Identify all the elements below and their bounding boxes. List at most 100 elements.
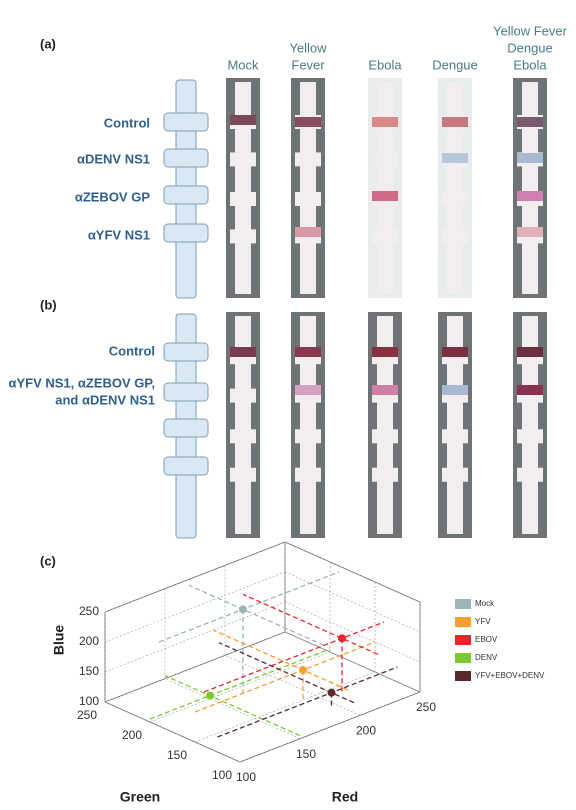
row-label: Control [104, 115, 150, 130]
strip-tab [164, 113, 208, 131]
panel-label: (c) [40, 553, 56, 568]
row-label: and αDENV NS1 [55, 392, 155, 407]
strip-tab [517, 429, 543, 443]
band [442, 385, 468, 395]
column-header: Yellow [289, 40, 327, 55]
strip [235, 82, 251, 294]
band [517, 227, 543, 237]
band [517, 347, 543, 357]
band [230, 115, 256, 125]
point [338, 634, 346, 642]
scatter-3d: (c)100150200250100150200250100150200250B… [40, 542, 545, 805]
z-tick-label: 150 [79, 664, 99, 678]
band [295, 227, 321, 237]
strip [522, 82, 538, 294]
x-tick-label: 100 [236, 770, 256, 784]
grid-line [225, 655, 360, 715]
projection-line [195, 642, 375, 712]
grid-line [105, 572, 285, 642]
column-header: Mock [227, 57, 259, 72]
legend-swatch [455, 635, 471, 645]
band [372, 191, 398, 201]
projection-line [213, 630, 348, 690]
point [239, 605, 247, 613]
row-label: αZEBOV GP [75, 189, 150, 204]
point [206, 692, 214, 700]
strip-tab [442, 429, 468, 443]
strip-tab [295, 468, 321, 482]
legend-swatch [455, 653, 471, 663]
strip-tab [230, 152, 256, 166]
band [517, 191, 543, 201]
strip-tab [164, 224, 208, 242]
band [442, 347, 468, 357]
row-label: αYFV NS1, αZEBOV GP, [8, 375, 155, 390]
x-tick-label: 150 [296, 747, 316, 761]
legend-label: YFV [475, 617, 491, 626]
grid-line [165, 679, 300, 739]
row-label: αYFV NS1 [88, 227, 150, 242]
point [328, 689, 336, 697]
column-header: Fever [291, 57, 325, 72]
z-tick-label: 200 [79, 634, 99, 648]
band [230, 347, 256, 357]
y-tick-label: 150 [167, 748, 187, 762]
z-tick-label: 100 [79, 694, 99, 708]
column-header: Yellow Fever [493, 23, 568, 38]
strip-tab [517, 468, 543, 482]
strip-tab [372, 229, 398, 243]
grid-line [285, 572, 420, 632]
band [295, 385, 321, 395]
column-header: Ebola [368, 57, 402, 72]
z-tick-label: 250 [79, 604, 99, 618]
column-header: Dengue [507, 40, 553, 55]
strip-tab [295, 192, 321, 206]
axis-label: Green [120, 789, 160, 805]
y-tick-label: 250 [77, 708, 97, 722]
axis-label: Blue [51, 625, 67, 656]
band [442, 153, 468, 163]
x-tick-label: 200 [356, 724, 376, 738]
strip [300, 82, 316, 294]
legend-swatch [455, 599, 471, 609]
projection-line [243, 594, 378, 654]
strip-tab [164, 343, 208, 361]
legend-label: EBOV [475, 635, 498, 644]
strip-tab [230, 389, 256, 403]
x-tick-label: 250 [416, 700, 436, 714]
grid-line [195, 672, 375, 742]
schematic [164, 80, 208, 538]
row-label: Control [109, 343, 155, 358]
projection-line [159, 572, 339, 642]
column-header: Ebola [513, 57, 547, 72]
legend-label: YFV+EBOV+DENV [475, 671, 545, 680]
strip-tab [442, 468, 468, 482]
panel-label: (b) [40, 297, 57, 312]
strip [447, 82, 463, 294]
strip-tab [442, 192, 468, 206]
projection-line [165, 676, 300, 736]
strip-tab [372, 429, 398, 443]
legend-label: DENV [475, 653, 498, 662]
point [299, 666, 307, 674]
strip-tab [230, 192, 256, 206]
grid-line [105, 632, 285, 702]
y-tick-label: 200 [122, 728, 142, 742]
band [517, 385, 543, 395]
panel-label: (a) [40, 36, 56, 51]
band [372, 385, 398, 395]
projection-line [189, 585, 324, 645]
strip-tab [230, 468, 256, 482]
band [372, 117, 398, 127]
figure: (a) (b) (c)10015020025010015020025010015… [0, 0, 576, 810]
strip-tab [372, 152, 398, 166]
strip-tab [442, 229, 468, 243]
strip-tab [164, 457, 208, 475]
strip-tab [230, 229, 256, 243]
row-label: αDENV NS1 [77, 151, 150, 166]
grid-line [240, 692, 420, 762]
strip-photos [226, 78, 547, 538]
column-header: Dengue [432, 57, 478, 72]
strip-tab [164, 419, 208, 437]
band [517, 153, 543, 163]
